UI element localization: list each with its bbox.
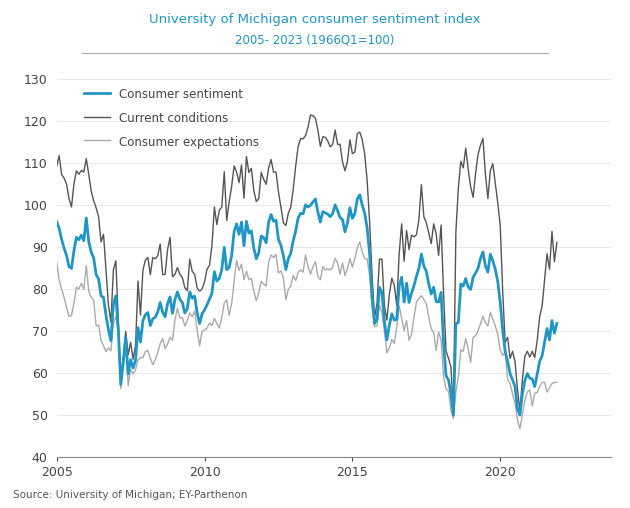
Text: 2005- 2023 (1966Q1=100): 2005- 2023 (1966Q1=100) <box>236 33 394 46</box>
Legend: Consumer sentiment, Current conditions, Consumer expectations: Consumer sentiment, Current conditions, … <box>79 82 264 154</box>
Text: University of Michigan consumer sentiment index: University of Michigan consumer sentimen… <box>149 13 481 26</box>
Text: Source: University of Michigan; EY-Parthenon: Source: University of Michigan; EY-Parth… <box>13 490 247 500</box>
